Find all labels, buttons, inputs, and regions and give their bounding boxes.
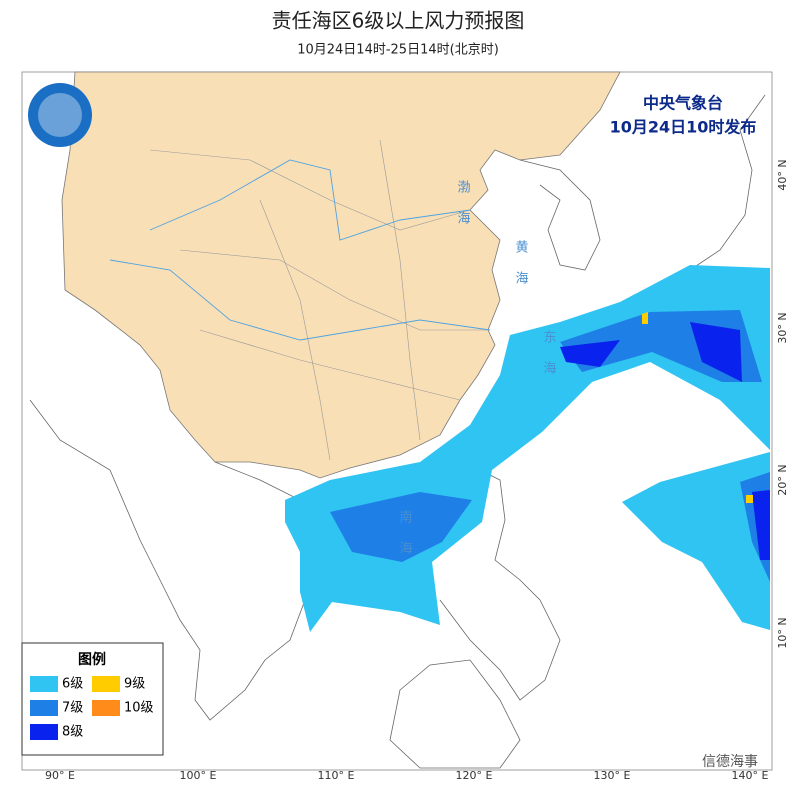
province-borders bbox=[149, 139, 488, 461]
china-land bbox=[61, 71, 621, 479]
wind-area bbox=[746, 495, 753, 503]
wind-area bbox=[622, 452, 770, 630]
legend: 图例 6级 7级 8级 9级 10级 bbox=[21, 642, 164, 756]
lat-label: 30° N bbox=[776, 312, 789, 343]
legend-label: 10级 bbox=[124, 701, 154, 716]
sea-label: 渤海 bbox=[455, 179, 471, 242]
lon-label: 140° E bbox=[732, 769, 769, 782]
logo bbox=[28, 83, 92, 147]
sea-label: 南海 bbox=[397, 509, 413, 572]
legend-swatch bbox=[30, 676, 58, 692]
legend-title: 图例 bbox=[78, 651, 106, 668]
legend-label: 6级 bbox=[62, 677, 83, 692]
wind-areas bbox=[285, 265, 770, 632]
lon-label: 120° E bbox=[456, 769, 493, 782]
lon-label: 130° E bbox=[594, 769, 631, 782]
legend-swatch bbox=[30, 700, 58, 716]
borneo-coast bbox=[389, 659, 521, 769]
legend-label: 9级 bbox=[124, 677, 145, 692]
lon-label: 100° E bbox=[180, 769, 217, 782]
lat-label: 20° N bbox=[776, 464, 789, 495]
sea-label: 东海 bbox=[541, 330, 557, 392]
wind-area bbox=[752, 490, 770, 560]
issued-time: 10月24日10时发布 bbox=[610, 118, 757, 137]
yellow-river bbox=[149, 159, 471, 241]
agency: 中央气象台 bbox=[643, 94, 723, 113]
lon-label: 110° E bbox=[318, 769, 355, 782]
legend-swatch bbox=[92, 700, 120, 716]
korea-coast bbox=[519, 159, 601, 271]
philippines-coast bbox=[439, 469, 561, 701]
sea-label: 黄海 bbox=[513, 240, 529, 302]
wind-area bbox=[560, 340, 620, 367]
wind-area bbox=[690, 322, 742, 382]
legend-swatch bbox=[92, 676, 120, 692]
title: 责任海区6级以上风力预报图 bbox=[272, 9, 525, 33]
legend-label: 7级 bbox=[62, 701, 83, 716]
lat-label: 10° N bbox=[776, 617, 789, 648]
lat-label: 40° N bbox=[776, 159, 789, 190]
logo-inner bbox=[38, 93, 82, 137]
watermark: 信德海事 bbox=[702, 754, 758, 770]
lon-label: 90° E bbox=[45, 769, 75, 782]
yangtze bbox=[109, 259, 491, 341]
wind-area bbox=[642, 312, 648, 324]
subtitle: 10月24日14时-25日14时(北京时) bbox=[297, 43, 499, 58]
legend-swatch bbox=[30, 724, 58, 740]
wind-area bbox=[330, 492, 472, 562]
legend-label: 8级 bbox=[62, 725, 83, 740]
